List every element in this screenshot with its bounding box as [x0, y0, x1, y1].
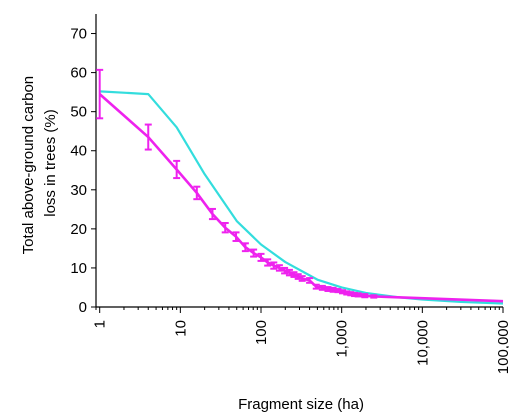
- x-tick-label: 10: [172, 320, 189, 337]
- x-tick-label: 1,000: [334, 320, 351, 358]
- tick-labels: 0 10 20 30 40 50 60 70 1 10 100 1,000 10,000 100,000: [70, 26, 509, 375]
- series-1-line: [99, 90, 504, 305]
- y-tick-label: 20: [70, 221, 87, 238]
- y-tick-label: 40: [70, 143, 87, 160]
- y-axis-title-line-1: Total above-ground carbon: [20, 76, 37, 254]
- y-axis-title-line-2: loss in trees (%): [42, 109, 59, 217]
- x-tick-label: 10,000: [414, 320, 431, 366]
- x-tick-label: 1: [92, 320, 109, 328]
- series-2: [96, 68, 504, 303]
- x-tick-label: 100: [253, 320, 270, 345]
- axes: [91, 14, 504, 313]
- x-axis-title: Fragment size (ha): [238, 396, 364, 413]
- x-tick-label: 100,000: [495, 320, 509, 374]
- y-tick-label: 0: [79, 299, 87, 316]
- y-tick-label: 70: [70, 26, 87, 43]
- series-1: [99, 90, 504, 305]
- y-tick-label: 50: [70, 104, 87, 121]
- y-tick-label: 30: [70, 182, 87, 199]
- y-tick-label: 10: [70, 260, 87, 277]
- series-layer: [96, 68, 504, 305]
- y-tick-label: 60: [70, 65, 87, 82]
- y-axis-title: Total above-ground carbon loss in trees …: [20, 72, 59, 255]
